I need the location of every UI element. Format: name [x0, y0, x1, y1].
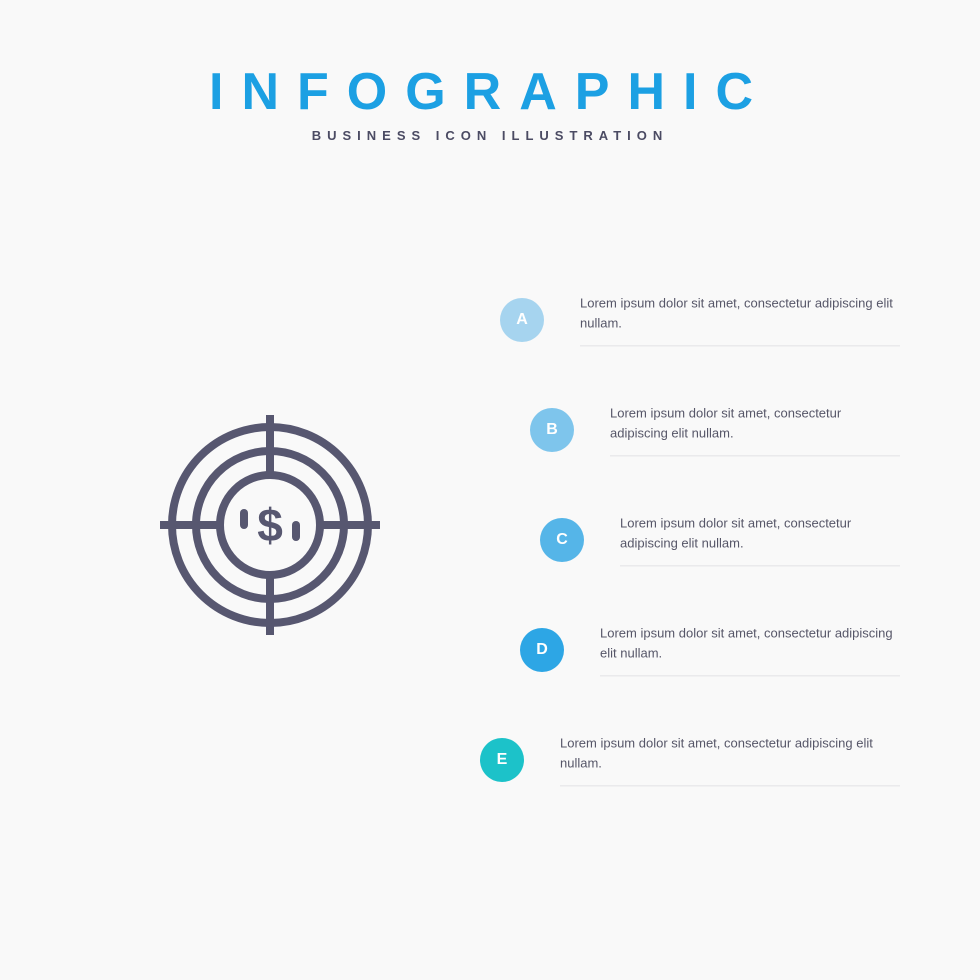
step-d: D Lorem ipsum dolor sit amet, consectetur… — [520, 610, 900, 690]
step-badge: C — [540, 518, 584, 562]
step-text: Lorem ipsum dolor sit amet, consectetur … — [580, 293, 900, 346]
svg-text:$: $ — [257, 499, 283, 551]
step-text: Lorem ipsum dolor sit amet, consectetur … — [600, 623, 900, 676]
step-text: Lorem ipsum dolor sit amet, consectetur … — [560, 733, 900, 786]
step-badge: B — [530, 408, 574, 452]
infographic-stage: $ A Lorem ipsum dolor sit amet, consectet… — [0, 280, 980, 920]
step-c: C Lorem ipsum dolor sit amet, consectetur… — [540, 500, 900, 580]
page-title: INFOGRAPHIC — [0, 62, 980, 122]
money-target-icon: $ — [160, 415, 380, 635]
step-text: Lorem ipsum dolor sit amet, consectetur … — [610, 403, 900, 456]
step-text: Lorem ipsum dolor sit amet, consectetur … — [620, 513, 900, 566]
step-e: E Lorem ipsum dolor sit amet, consectetur… — [480, 720, 900, 800]
header: INFOGRAPHIC BUSINESS ICON ILLUSTRATION — [0, 0, 980, 143]
step-a: A Lorem ipsum dolor sit amet, consectetur… — [500, 280, 900, 360]
step-b: B Lorem ipsum dolor sit amet, consectetur… — [530, 390, 900, 470]
step-badge: A — [500, 298, 544, 342]
step-badge: E — [480, 738, 524, 782]
step-badge: D — [520, 628, 564, 672]
page-subtitle: BUSINESS ICON ILLUSTRATION — [0, 128, 980, 143]
